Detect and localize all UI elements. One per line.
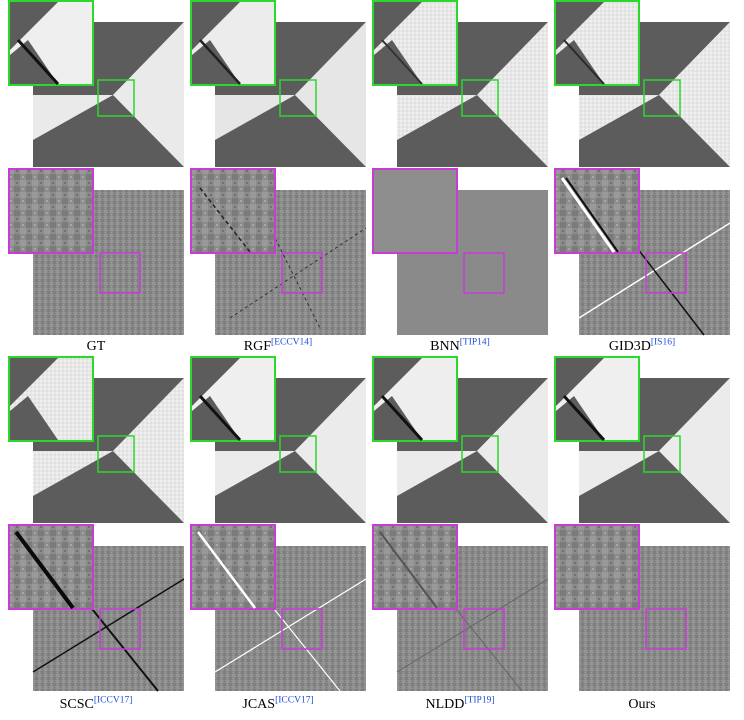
citation: [ECCV14] xyxy=(271,337,313,348)
method-name: SCSC xyxy=(59,697,94,712)
texture-panel-jcas xyxy=(190,524,366,700)
citation: [ICCV17] xyxy=(93,695,133,706)
method-name: Ours xyxy=(628,697,656,712)
caption-scsc: SCSC[ICCV17] xyxy=(8,695,184,713)
citation: [TIP14] xyxy=(459,337,490,348)
texture-panel-gt xyxy=(8,168,184,344)
image-panel-bnn xyxy=(372,0,548,176)
citation: [ICCV17] xyxy=(275,695,314,706)
texture-panel-nldd xyxy=(372,524,548,700)
texture-panel-bnn xyxy=(372,168,548,344)
image-panel-scsc xyxy=(8,356,184,532)
texture-panel-ours xyxy=(554,524,730,700)
method-name: RGF xyxy=(243,339,272,354)
method-name: BNN xyxy=(430,339,460,354)
image-panel-gt xyxy=(8,0,184,176)
method-name: JCAS xyxy=(242,697,276,712)
image-panel-ours xyxy=(554,356,730,532)
caption-bnn: BNN[TIP14] xyxy=(372,337,548,355)
citation: [TIP19] xyxy=(464,695,495,706)
texture-panel-rgf xyxy=(190,168,366,344)
texture-panel-scsc xyxy=(8,524,184,700)
method-name: GT xyxy=(86,339,106,354)
caption-gid3d: GID3D[IS16] xyxy=(554,337,730,355)
image-panel-rgf xyxy=(190,0,366,176)
caption-gt: GT xyxy=(8,339,184,355)
citation: [IS16] xyxy=(650,337,676,348)
method-name: NLDD xyxy=(425,697,465,712)
image-panel-gid3d xyxy=(554,0,730,176)
caption-rgf: RGF[ECCV14] xyxy=(190,337,366,355)
caption-nldd: NLDD[TIP19] xyxy=(372,695,548,713)
image-panel-nldd xyxy=(372,356,548,532)
texture-panel-gid3d xyxy=(554,168,730,344)
caption-jcas: JCAS[ICCV17] xyxy=(190,695,366,713)
method-name: GID3D xyxy=(608,339,651,354)
caption-ours: Ours xyxy=(554,697,730,713)
image-panel-jcas xyxy=(190,356,366,532)
